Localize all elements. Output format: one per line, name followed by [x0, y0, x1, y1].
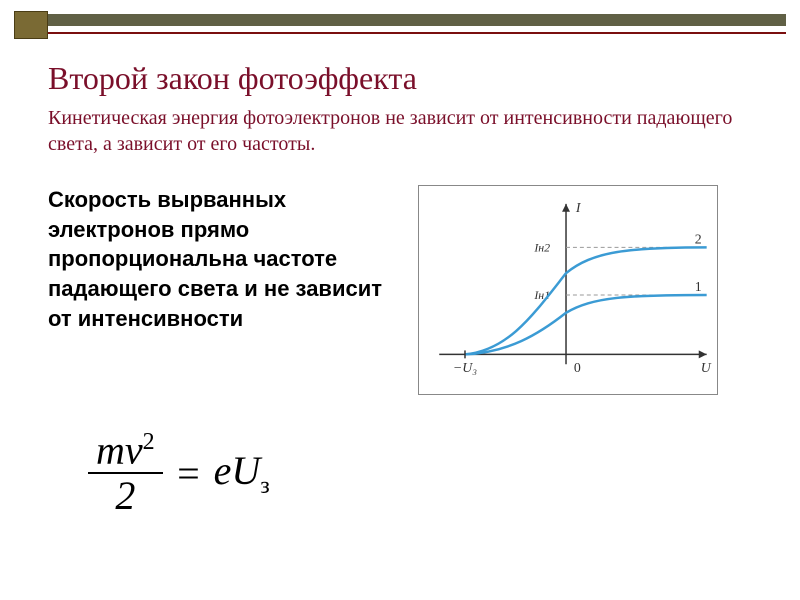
- svg-text:0: 0: [574, 360, 581, 375]
- svg-text:−U₃: −U₃: [453, 360, 477, 375]
- rhs-U: U: [231, 448, 260, 493]
- svg-text:2: 2: [695, 231, 702, 246]
- corner-box: [14, 11, 48, 39]
- main-row: Скорость вырванных электронов прямо проп…: [48, 185, 760, 400]
- svg-text:Iн2: Iн2: [533, 240, 550, 254]
- formula-equals: =: [175, 450, 202, 497]
- num-base: mv: [96, 427, 143, 472]
- body-text: Скорость вырванных электронов прямо проп…: [48, 185, 388, 333]
- subtitle-text: Кинетическая энергия фотоэлектронов не з…: [48, 105, 748, 157]
- svg-text:I: I: [575, 200, 582, 215]
- chart-container: Iн1Iн212−U₃0UI: [418, 185, 718, 400]
- top-bar: [14, 14, 786, 26]
- rhs-e: e: [214, 448, 232, 493]
- formula-fraction: mv2 2: [88, 430, 163, 516]
- saturation-chart: Iн1Iн212−U₃0UI: [418, 185, 718, 395]
- formula-numerator: mv2: [88, 430, 163, 474]
- svg-text:1: 1: [695, 279, 702, 294]
- formula: mv2 2 = eUз: [48, 430, 760, 516]
- formula-rhs: eUз: [214, 447, 270, 500]
- top-rule: [14, 32, 786, 34]
- page-title: Второй закон фотоэффекта: [48, 60, 760, 97]
- content-area: Второй закон фотоэффекта Кинетическая эн…: [48, 60, 760, 516]
- svg-text:U: U: [701, 360, 712, 375]
- rhs-sub: з: [260, 473, 269, 499]
- num-exp: 2: [143, 429, 155, 455]
- formula-denominator: 2: [115, 474, 135, 516]
